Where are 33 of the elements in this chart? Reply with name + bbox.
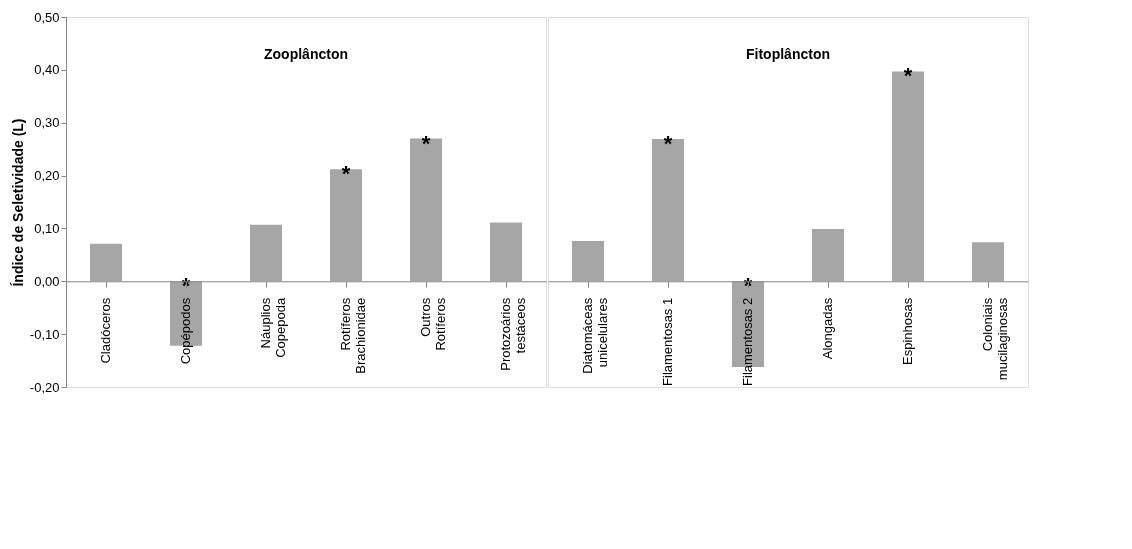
annotation: * [903,63,913,89]
y-tick-label: 0,20 [34,168,60,184]
bar [490,222,522,282]
x-tick-label: Filamentosas 1 [660,297,675,386]
bar [812,228,844,282]
y-axis-title: Índice de Seletividade (L) [9,118,26,287]
x-tick-label: Rotíferos Brachionidae [338,297,368,374]
x-tick-label: Alongadas [820,297,835,360]
bar [90,243,122,282]
text: Fitoplâncton [746,46,830,62]
y-tick-label: -0,10 [29,326,60,342]
x-tick-label: Espinhosas [900,297,915,365]
x-tick-label: Filamentosas 2 [740,297,755,386]
y-tick-label: 0,50 [34,9,60,25]
y-tick-label: 0,40 [34,62,60,78]
x-tick-label: Náuplios Copepoda [258,297,288,358]
bar [972,242,1004,282]
x-tick-label: Protozoários testáceos [498,297,528,371]
annotation: * [341,161,351,187]
bar [572,241,604,282]
y-tick-label: -0,20 [29,379,60,395]
x-tick-label: Coloniais mucilaginosas [980,297,1010,381]
x-tick-label: Cladóceros [98,297,113,364]
bar [410,138,442,282]
bar [250,224,282,282]
annotation: * [421,130,431,156]
y-tick-label: 0,00 [34,273,60,289]
x-tick-label: Copépodos [178,297,193,365]
x-tick-label: Outros Rotíferos [418,297,448,351]
y-tick-label: 0,30 [34,115,60,131]
y-tick-label: 0,10 [34,220,60,236]
annotation: * [663,131,673,157]
text: Zooplâncton [264,46,348,62]
